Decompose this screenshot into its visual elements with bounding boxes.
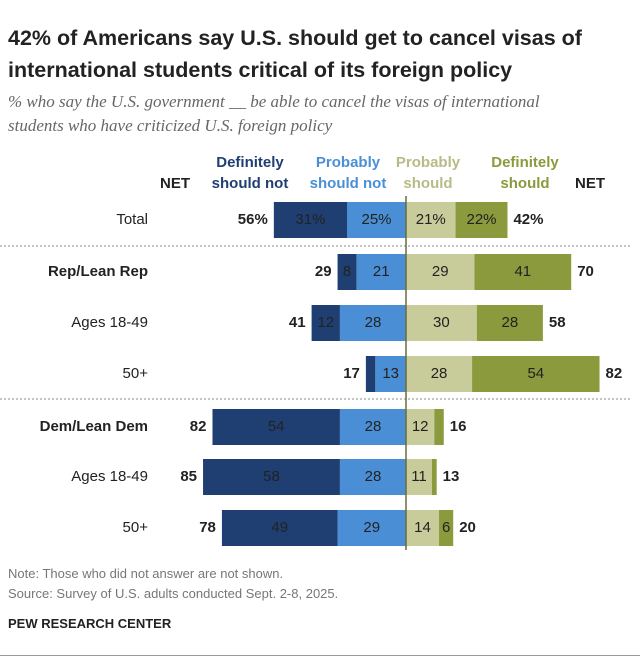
net-label: 41 <box>289 314 306 331</box>
data-label: 25% <box>361 211 391 228</box>
net-label: 82 <box>606 365 623 382</box>
net-label: 82 <box>190 418 207 435</box>
category-label: 50+ <box>123 519 149 536</box>
net-header: NET <box>575 175 605 192</box>
bar-segment <box>356 254 406 290</box>
net-label: 42% <box>513 211 543 228</box>
legend-label: Probably should not <box>310 154 387 192</box>
data-label: 54 <box>527 365 544 382</box>
bar-segment <box>406 459 432 495</box>
data-label: 28 <box>365 468 382 485</box>
bar-segment <box>221 510 338 546</box>
source: Source: Survey of U.S. adults conducted … <box>8 586 339 601</box>
data-label: 28 <box>501 314 518 331</box>
bar-segment <box>273 202 347 238</box>
bar-segment <box>339 459 406 495</box>
data-label: 41 <box>514 263 531 280</box>
data-label: 22% <box>467 211 497 228</box>
bottom-rule <box>0 655 640 656</box>
category-label: Dem/Lean Dem <box>40 418 148 435</box>
bar-segment <box>406 510 440 546</box>
bar-segment <box>431 459 437 495</box>
legend-label: Probably should <box>396 154 461 192</box>
net-header: NET <box>160 175 190 192</box>
data-label: 21 <box>373 263 390 280</box>
net-label: 58 <box>549 314 566 331</box>
net-label: 16 <box>450 418 467 435</box>
data-label: 12 <box>317 314 334 331</box>
bar-segment <box>337 254 357 290</box>
data-label: 12 <box>412 418 429 435</box>
data-label: 8 <box>343 263 351 280</box>
category-label: Total <box>116 211 148 228</box>
net-label: 78 <box>199 519 216 536</box>
data-label: 28 <box>365 418 382 435</box>
bar-segment <box>212 409 340 445</box>
subtitle: % who say the U.S. government __ be able… <box>8 92 540 135</box>
data-label: 13 <box>382 365 399 382</box>
net-label: 56% <box>238 211 268 228</box>
bar-segment <box>311 305 340 341</box>
bar-segment <box>406 305 477 341</box>
data-label: 49 <box>271 519 288 536</box>
data-label: 54 <box>268 418 285 435</box>
data-label: 6 <box>442 519 450 536</box>
bar-segment <box>434 409 444 445</box>
bar-segment <box>375 356 406 392</box>
bar-segment <box>406 356 473 392</box>
data-label: 28 <box>431 365 448 382</box>
note: Note: Those who did not answer are not s… <box>8 566 284 581</box>
data-label: 14 <box>414 519 431 536</box>
bar-segment <box>455 202 508 238</box>
category-label: 50+ <box>123 365 149 382</box>
bar-segment <box>439 510 454 546</box>
net-label: 29 <box>315 263 332 280</box>
bar-segment <box>339 409 406 445</box>
legend-label: Definitely should not <box>212 154 289 192</box>
bar-segment <box>406 254 475 290</box>
category-label: Ages 18-49 <box>71 314 148 331</box>
bar-segment <box>339 305 406 341</box>
category-label: Ages 18-49 <box>71 468 148 485</box>
net-label: 17 <box>343 365 360 382</box>
net-label: 20 <box>459 519 476 536</box>
title: 42% of Americans say U.S. should get to … <box>8 26 582 82</box>
bar-segment <box>472 356 600 392</box>
category-label: Rep/Lean Rep <box>48 263 148 280</box>
data-label: 30 <box>433 314 450 331</box>
bar-segment <box>474 254 572 290</box>
bar-segment <box>406 409 435 445</box>
bar-segment <box>203 459 340 495</box>
data-label: 29 <box>363 519 380 536</box>
legend-label: Definitely should <box>491 154 559 192</box>
bar-segment <box>406 202 456 238</box>
data-label: 28 <box>365 314 382 331</box>
data-label: 29 <box>432 263 449 280</box>
bar-segment <box>347 202 406 238</box>
net-label: 85 <box>180 468 197 485</box>
data-label: 58 <box>263 468 280 485</box>
data-label: 21% <box>416 211 446 228</box>
bar-segment <box>365 356 376 392</box>
data-label: 31% <box>295 211 325 228</box>
data-label: 11 <box>411 468 427 485</box>
bar-segment <box>476 305 543 341</box>
net-label: 13 <box>443 468 460 485</box>
net-label: 70 <box>577 263 594 280</box>
footer: PEW RESEARCH CENTER <box>8 616 172 631</box>
bar-segment <box>337 510 406 546</box>
